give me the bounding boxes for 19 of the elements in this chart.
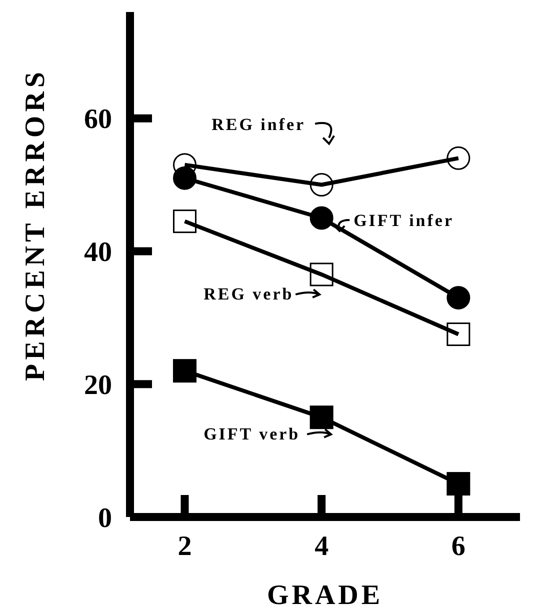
- point: [446, 286, 470, 310]
- y-tick-label: 40: [84, 237, 112, 268]
- y-tick-label: 20: [84, 370, 112, 401]
- series-label: GIFT infer: [354, 210, 454, 230]
- point: [172, 166, 196, 190]
- legend-label: GIFT verb: [204, 424, 300, 444]
- y-tick-label: 0: [98, 502, 112, 534]
- x-axis-title: GRADE: [266, 580, 384, 611]
- point: [446, 322, 470, 346]
- point: [172, 359, 196, 383]
- legend-label: REG infer: [212, 114, 306, 134]
- x-tick-label: 2: [178, 531, 192, 562]
- point: [172, 210, 196, 234]
- y-tick-label: 60: [84, 104, 112, 136]
- x-tick-label: 4: [314, 531, 329, 562]
- x-tick-label: 6: [451, 531, 466, 562]
- y-axis-title: PERCENT ERRORS: [20, 68, 51, 381]
- legend-label: REG verb: [204, 284, 294, 304]
- point: [446, 472, 470, 496]
